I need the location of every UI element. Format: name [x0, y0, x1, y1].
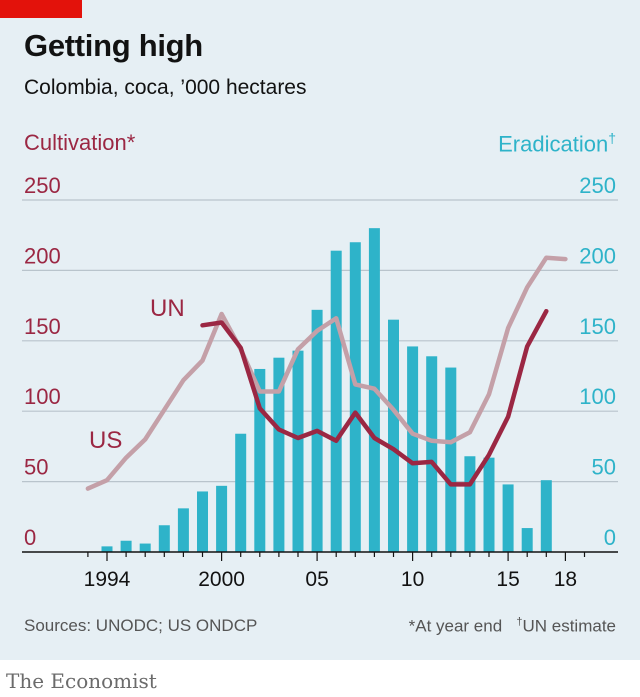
y-tick-label-left-250: 250 — [24, 173, 61, 198]
x-tick-label-2000: 2000 — [198, 568, 245, 591]
cultivation-lines — [85, 255, 568, 491]
chart-subtitle: Colombia, coca, ’000 hectares — [24, 76, 307, 99]
eradication-bar-2015 — [502, 484, 514, 552]
y-tick-label-right-100: 100 — [579, 384, 616, 409]
brand-logo-text: The Economist — [6, 669, 157, 693]
eradication-bar-2016 — [521, 528, 533, 552]
eradication-bar-2002 — [254, 368, 266, 552]
eradication-bar-2010 — [407, 346, 419, 552]
eradication-bar-2013 — [464, 456, 476, 552]
y-tick-label-right-150: 150 — [579, 314, 616, 339]
y-tick-label-right-50: 50 — [592, 455, 616, 480]
y-tick-label-right-200: 200 — [579, 243, 616, 268]
eradication-bar-1996 — [139, 543, 151, 552]
eradication-bar-2009 — [388, 319, 399, 552]
eradication-bar-2003 — [273, 357, 285, 552]
y-tick-label-left-100: 100 — [24, 384, 61, 409]
y-tick-label-left-150: 150 — [24, 314, 61, 339]
axis-ticks — [22, 551, 618, 561]
eradication-bar-2012 — [445, 367, 457, 552]
eradication-bar-2011 — [426, 356, 438, 552]
chart-title: Getting high — [24, 28, 203, 63]
y-tick-label-left-50: 50 — [24, 455, 48, 480]
x-tick-label-2010: 10 — [401, 568, 424, 591]
eradication-bar-1998 — [177, 508, 189, 552]
eradication-bar-2004 — [292, 350, 304, 552]
eradication-bar-1997 — [158, 525, 170, 552]
brand-red-tag — [0, 0, 82, 18]
eradication-bar-1994 — [101, 546, 113, 552]
y-tick-label-left-0: 0 — [24, 525, 36, 550]
eradication-bar-2017 — [540, 480, 552, 552]
x-tick-label-1994: 1994 — [84, 568, 131, 591]
footnote: *At year end †UN estimate — [409, 616, 616, 637]
eradication-bar-1999 — [197, 491, 208, 552]
left-axis-label: Cultivation* — [24, 130, 136, 155]
footnote-star: *At year end — [408, 616, 503, 636]
footnote-dagger: UN estimate — [522, 616, 616, 636]
eradication-bar-1995 — [120, 540, 132, 552]
eradication-bars — [101, 228, 552, 553]
eradication-bar-2014 — [483, 457, 495, 552]
eradication-bar-2001 — [235, 433, 247, 552]
series-line-us — [85, 255, 568, 491]
right-axis-label-text: Eradication — [498, 131, 609, 157]
right-axis-label-dagger: † — [608, 130, 616, 146]
y-tick-label-right-0: 0 — [604, 525, 616, 550]
eradication-bar-2006 — [330, 250, 342, 553]
series-label-un: UN — [150, 295, 185, 322]
eradication-bar-2007 — [349, 242, 361, 553]
series-line-un — [200, 308, 549, 487]
x-tick-label-2015: 15 — [496, 568, 519, 591]
eradication-bar-2000 — [216, 485, 228, 552]
x-tick-label-2018: 18 — [554, 568, 577, 591]
footnote-dagger-mark: † — [516, 616, 523, 628]
source-note: Sources: UNODC; US ONDCP — [24, 616, 258, 635]
right-axis-label: Eradication† — [498, 130, 616, 157]
x-tick-label-2005: 05 — [305, 568, 328, 591]
y-tick-label-right-250: 250 — [579, 173, 616, 198]
y-tick-label-left-200: 200 — [24, 243, 61, 268]
series-label-us: US — [89, 427, 122, 454]
